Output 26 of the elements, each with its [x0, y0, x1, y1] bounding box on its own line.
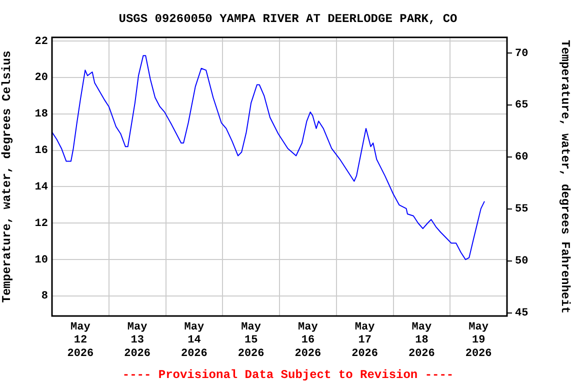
- y-tick-label: 8: [41, 290, 48, 303]
- y-tick-label: 22: [34, 36, 48, 48]
- y-tick-label: 16: [34, 145, 48, 158]
- x-tick-label: May 15 2026: [238, 321, 264, 360]
- y-axis-title: Temperature, water, degrees Celsius: [0, 50, 14, 303]
- x-tick-label: May 12 2026: [67, 321, 94, 360]
- chart-title: USGS 09260050 YAMPA RIVER AT DEERLODGE PARK, CO: [118, 12, 458, 26]
- x-tick-label: May 16 2026: [294, 321, 322, 360]
- y-tick-label: 12: [34, 218, 48, 230]
- y2-tick-label: 60: [515, 152, 528, 164]
- x-tick-label: May 14 2026: [180, 321, 208, 360]
- y-tick-label: 14: [34, 181, 48, 194]
- text: ---- Provisional Data Subject to Revision ----: [122, 368, 454, 382]
- x-tick-label: May 18 2026: [408, 321, 435, 360]
- x-tick-label: May 17 2026: [352, 321, 378, 360]
- x-tick-label: May 13 2026: [124, 321, 151, 360]
- y2-tick-label: 45: [515, 308, 529, 320]
- y2-tick-label: 55: [515, 204, 529, 216]
- y2-tick-label: 70: [515, 48, 528, 60]
- y-tick-label: 20: [34, 72, 48, 84]
- y2-tick-label: 50: [515, 256, 528, 268]
- y-tick-label: 10: [34, 254, 48, 266]
- y-tick-label: 18: [34, 108, 48, 121]
- y2-axis-title: Temperature, water, degrees Fahrenheit: [558, 40, 572, 314]
- x-tick-label: May 19 2026: [465, 321, 492, 360]
- y2-tick-label: 65: [515, 100, 529, 112]
